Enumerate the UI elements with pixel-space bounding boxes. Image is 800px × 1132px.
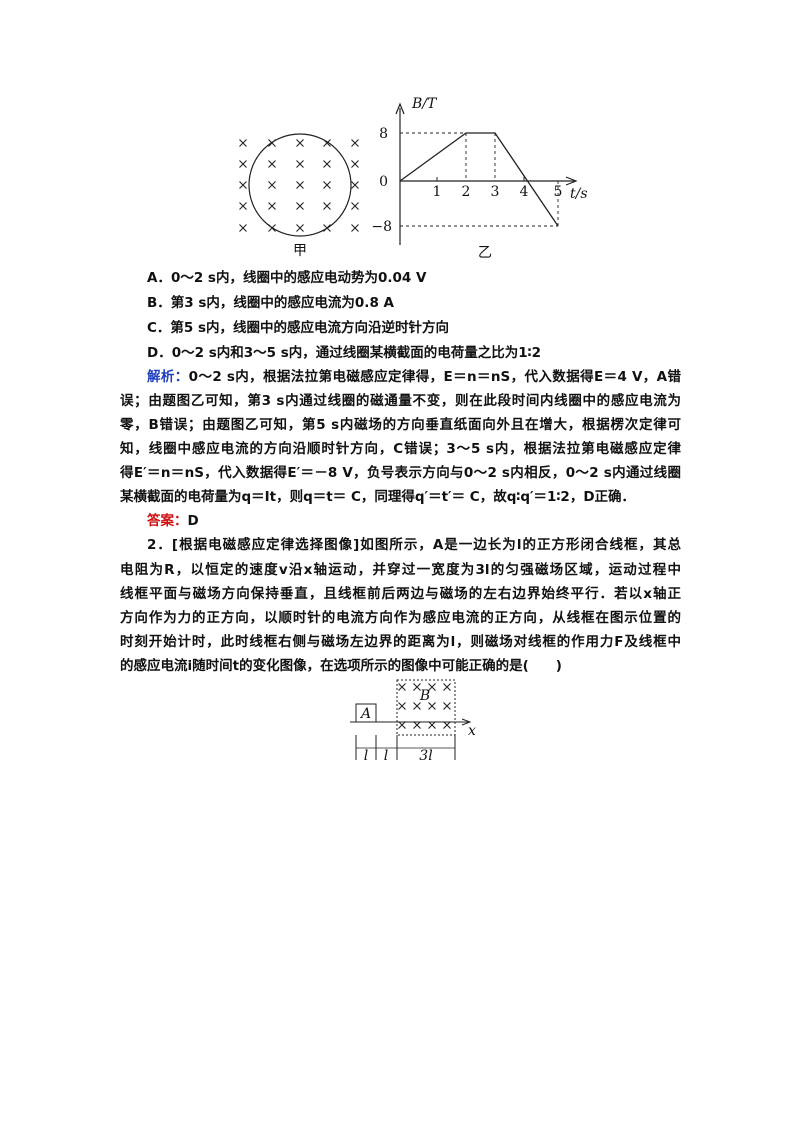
- magnetic-field-figure: 甲: [238, 133, 360, 259]
- field-cross: [350, 138, 360, 148]
- field-cross: [442, 682, 452, 692]
- answer-text: D: [187, 513, 199, 529]
- dimension-label: l: [364, 748, 368, 764]
- option: B．第3 s内，线圈中的感应电流为0.8 A: [147, 295, 394, 311]
- field-cross: [397, 682, 407, 692]
- answer: 答案：D: [147, 511, 681, 531]
- field-cross: [238, 201, 248, 211]
- figures: 甲 B/T 8 0 −8 1 2 3 4 5 t/s 乙 A B x l l 3…: [238, 96, 588, 764]
- field-cross: [267, 201, 277, 211]
- field-cross: [397, 701, 407, 711]
- field-cross: [397, 720, 407, 730]
- figure-label: 乙: [478, 245, 492, 261]
- field-cross: [350, 159, 360, 169]
- option: C．第5 s内，线圈中的感应电流方向沿逆时针方向: [147, 320, 450, 336]
- analysis-line: 解析：0～2 s内，根据法拉第电磁感应定律得，E＝n＝nS，代入数据得E＝4 V…: [147, 367, 681, 387]
- x-tick-label: 3: [491, 184, 500, 200]
- field-cross: [267, 138, 277, 148]
- field-cross: [295, 180, 305, 190]
- x-tick-label: 4: [520, 184, 529, 200]
- dimension-label: 3l: [419, 748, 432, 764]
- field-cross: [322, 201, 332, 211]
- analysis-line: 知，线圈中感应电流的方向沿顺时针方向，C错误；3～5 s内，根据法拉第电磁感应定…: [120, 441, 681, 457]
- field-cross: [427, 720, 437, 730]
- option: A．0～2 s内，线圈中的感应电动势为0.04 V: [147, 270, 427, 286]
- y-tick-label: −8: [371, 219, 392, 235]
- x-tick-label: 2: [462, 184, 471, 200]
- axis-label: x: [468, 723, 476, 739]
- field-cross: [238, 159, 248, 169]
- analysis-line: 误；由题图乙可知，第3 s内通过线圈的磁通量不变，则在此段时间内线圈中的感应电流…: [120, 393, 681, 409]
- field-cross: [350, 201, 360, 211]
- field-cross: [322, 223, 332, 233]
- x-axis-label: t/s: [570, 186, 588, 202]
- field-cross: [295, 223, 305, 233]
- answer-label: 答案：: [147, 513, 188, 529]
- question-line: 2．[根据电磁感应定律选择图像]如图所示，A是一边长为l的正方形闭合线框，其总: [147, 537, 681, 553]
- b-t-graph: [395, 102, 578, 245]
- analysis-text: 0～2 s内，根据法拉第电磁感应定律得，E＝n＝nS，代入数据得E＝4 V，A错: [188, 369, 681, 385]
- option: D．0～2 s内和3～5 s内，通过线圈某横截面的电荷量之比为1∶2: [147, 345, 542, 361]
- y-axis-label: B/T: [411, 96, 438, 112]
- field-cross: [238, 138, 248, 148]
- field-cross: [350, 180, 360, 190]
- moving-frame-figure: [350, 679, 472, 760]
- field-cross: [267, 223, 277, 233]
- field-cross: [350, 223, 360, 233]
- field-cross: [442, 701, 452, 711]
- analysis-line: 某横截面的电荷量为q＝It，则q＝t＝ C，同理得q′＝t′＝ C，故q∶q′＝…: [120, 489, 636, 505]
- analysis-label: 解析：: [147, 369, 189, 385]
- field-cross: [238, 223, 248, 233]
- y-tick-label: 8: [379, 126, 388, 142]
- field-cross: [442, 720, 452, 730]
- frame-label: A: [359, 706, 371, 722]
- dimension-label: l: [384, 748, 388, 764]
- y-tick-label: 0: [379, 174, 388, 190]
- analysis-line: 得E′＝n＝nS，代入数据得E′＝－8 V，负号表示方向与0～2 s内相反，0～…: [120, 465, 681, 481]
- field-label: B: [419, 688, 430, 704]
- field-cross: [295, 201, 305, 211]
- field-cross: [267, 159, 277, 169]
- question-line: 方向作为力的正方向，以顺时针的电流方向作为感应电流的正方向，从线框在图示位置的: [120, 610, 681, 626]
- field-cross: [322, 180, 332, 190]
- field-cross: [295, 138, 305, 148]
- question-line: 线框平面与磁场方向保持垂直，且线框前后两边与磁场的左右边界始终平行．若以x轴正: [120, 586, 681, 602]
- analysis-line: 零，B错误；由题图乙可知，第5 s内磁场的方向垂直纸面向外且在增大，根据楞次定律…: [120, 417, 681, 433]
- figure-label: 甲: [293, 243, 307, 259]
- question-line: 时刻开始计时，此时线框右侧与磁场左边界的距离为l，则磁场对线框的作用力F及线框中: [120, 634, 681, 650]
- question-line: 的感应电流i随时间t的变化图像，在选项所示的图像中可能正确的是( ): [120, 658, 562, 674]
- field-cross: [238, 180, 248, 190]
- x-tick-label: 5: [554, 184, 563, 200]
- field-cross: [322, 159, 332, 169]
- field-cross: [295, 159, 305, 169]
- question-line: 电阻为R，以恒定的速度v沿x轴运动，并穿过一宽度为3l的匀强磁场区域，运动过程中: [120, 562, 681, 578]
- x-tick-label: 1: [433, 184, 442, 200]
- field-cross: [412, 720, 422, 730]
- field-cross: [267, 180, 277, 190]
